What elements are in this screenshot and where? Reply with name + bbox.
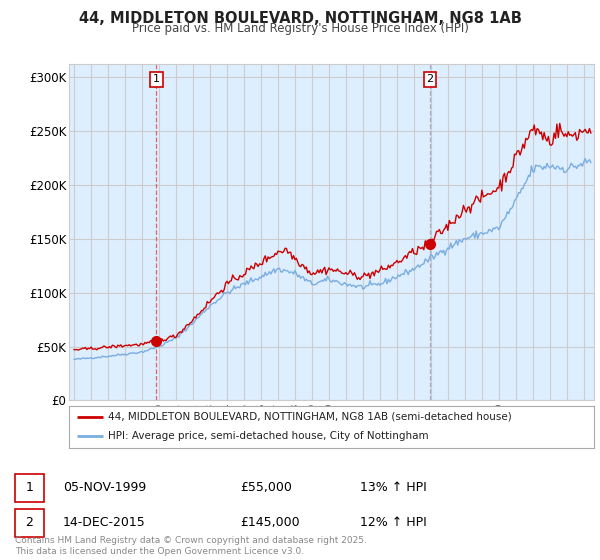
Text: Contains HM Land Registry data © Crown copyright and database right 2025.
This d: Contains HM Land Registry data © Crown c… xyxy=(15,536,367,556)
Text: 1: 1 xyxy=(153,74,160,85)
FancyBboxPatch shape xyxy=(15,474,44,502)
Text: 05-NOV-1999: 05-NOV-1999 xyxy=(63,482,146,494)
Text: 44, MIDDLETON BOULEVARD, NOTTINGHAM, NG8 1AB: 44, MIDDLETON BOULEVARD, NOTTINGHAM, NG8… xyxy=(79,11,521,26)
Text: 1: 1 xyxy=(25,482,34,494)
Text: 2: 2 xyxy=(25,516,34,529)
Text: 2: 2 xyxy=(427,74,434,85)
FancyBboxPatch shape xyxy=(15,509,44,536)
Text: 44, MIDDLETON BOULEVARD, NOTTINGHAM, NG8 1AB (semi-detached house): 44, MIDDLETON BOULEVARD, NOTTINGHAM, NG8… xyxy=(109,412,512,422)
Text: 13% ↑ HPI: 13% ↑ HPI xyxy=(360,482,427,494)
Text: £145,000: £145,000 xyxy=(240,516,299,529)
Text: HPI: Average price, semi-detached house, City of Nottingham: HPI: Average price, semi-detached house,… xyxy=(109,431,429,441)
Text: 12% ↑ HPI: 12% ↑ HPI xyxy=(360,516,427,529)
Text: £55,000: £55,000 xyxy=(240,482,292,494)
Text: Price paid vs. HM Land Registry's House Price Index (HPI): Price paid vs. HM Land Registry's House … xyxy=(131,22,469,35)
Text: 14-DEC-2015: 14-DEC-2015 xyxy=(63,516,146,529)
